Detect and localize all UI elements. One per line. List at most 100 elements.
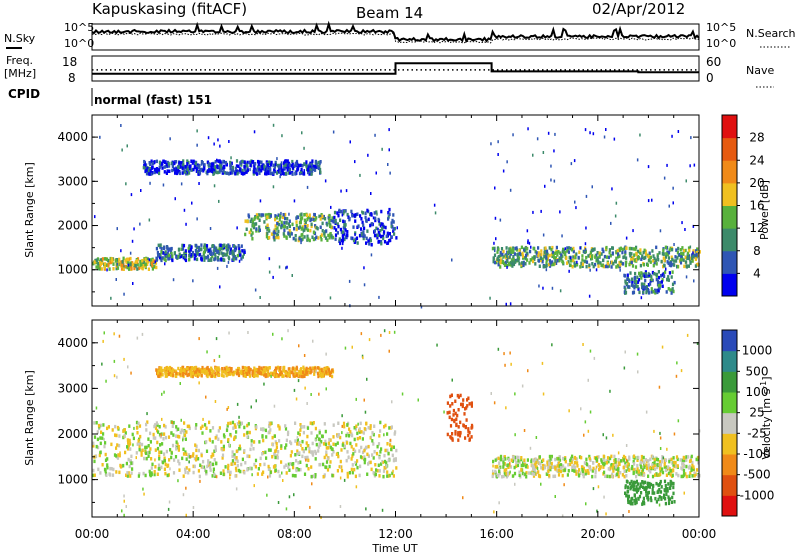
data-cell	[640, 458, 643, 463]
data-cell	[504, 260, 507, 265]
data-cell	[611, 474, 614, 479]
data-cell	[627, 494, 630, 499]
data-cell	[205, 244, 209, 248]
scatter-cell	[341, 431, 343, 435]
scatter-cell	[521, 384, 524, 388]
data-cell	[151, 267, 154, 271]
data-cell	[495, 457, 498, 461]
data-cell	[491, 474, 494, 479]
data-cell	[451, 432, 454, 436]
data-cell	[182, 255, 185, 260]
data-cell	[181, 247, 185, 251]
data-cell	[280, 446, 283, 450]
data-cell	[670, 500, 673, 504]
data-cell	[325, 229, 328, 233]
noise-sky-label: N.Sky	[4, 32, 36, 45]
data-cell	[129, 447, 132, 451]
data-cell	[618, 248, 622, 253]
data-cell	[589, 254, 592, 259]
data-cell	[331, 473, 334, 478]
scatter-cell	[277, 501, 280, 504]
data-cell	[194, 161, 197, 166]
colorbar-tick-label: 100	[746, 385, 769, 399]
data-cell	[375, 210, 378, 214]
data-cell	[226, 424, 229, 428]
scatter-cell	[668, 204, 670, 208]
data-cell	[646, 491, 650, 495]
data-cell	[311, 451, 314, 456]
data-cell	[154, 436, 157, 440]
data-cell	[589, 250, 592, 255]
data-cell	[452, 408, 455, 413]
scatter-cell	[559, 210, 561, 214]
data-cell	[249, 374, 252, 378]
data-cell	[299, 423, 302, 427]
data-cell	[680, 466, 683, 470]
data-cell	[390, 447, 393, 452]
scatter-cell	[505, 406, 507, 410]
time-tick-label: 16:00	[479, 527, 514, 541]
data-cell	[515, 248, 519, 252]
data-cell	[649, 256, 652, 260]
data-cell	[170, 373, 173, 377]
data-cell	[145, 260, 148, 264]
scatter-cell	[506, 265, 508, 269]
data-cell	[314, 451, 317, 456]
data-cell	[660, 280, 663, 284]
scatter-cell	[278, 265, 281, 269]
data-cell	[508, 255, 511, 259]
data-cell	[533, 255, 536, 260]
colorbar-segment	[722, 137, 737, 161]
data-cell	[165, 449, 168, 454]
data-cell	[574, 456, 577, 461]
data-cell	[534, 262, 537, 266]
data-cell	[170, 246, 173, 251]
data-cell	[228, 245, 231, 249]
data-cell	[264, 374, 267, 379]
data-cell	[210, 455, 213, 459]
cpid-value: normal (fast) 151	[94, 93, 212, 107]
scatter-cell	[192, 279, 194, 283]
data-cell	[235, 468, 238, 473]
data-cell	[159, 374, 162, 378]
data-cell	[565, 256, 568, 260]
data-cell	[314, 426, 317, 431]
data-cell	[654, 258, 657, 262]
data-cell	[697, 458, 700, 462]
data-cell	[289, 171, 292, 175]
scatter-cell	[205, 395, 207, 399]
data-cell	[195, 165, 199, 169]
data-cell	[178, 468, 181, 472]
scatter-cell	[659, 229, 662, 233]
data-cell	[222, 244, 225, 249]
data-cell	[243, 165, 246, 169]
colorbar-segment	[722, 250, 737, 274]
data-cell	[184, 450, 187, 454]
data-cell	[649, 496, 652, 500]
scatter-cell	[561, 234, 563, 238]
data-cell	[567, 469, 570, 473]
data-cell	[355, 236, 359, 240]
data-cell	[692, 254, 695, 259]
data-cell	[147, 171, 150, 175]
data-cell	[551, 250, 554, 255]
data-cell	[305, 369, 308, 374]
scatter-cell	[559, 458, 562, 462]
scatter-cell	[658, 503, 661, 507]
data-cell	[695, 254, 698, 259]
scatter-cell	[348, 279, 351, 283]
data-cell	[222, 164, 226, 169]
data-cell	[239, 469, 242, 474]
scatter-cell	[492, 469, 494, 473]
time-tick-label: 12:00	[378, 527, 413, 541]
scatter-cell	[497, 347, 500, 351]
scatter-cell	[192, 506, 195, 509]
data-cell	[286, 161, 289, 165]
scatter-cell	[266, 493, 268, 497]
scatter-cell	[417, 398, 419, 402]
data-cell	[531, 471, 534, 476]
scatter-cell	[610, 221, 612, 225]
scatter-cell	[132, 282, 134, 285]
data-cell	[124, 450, 127, 455]
data-cell	[295, 365, 298, 370]
